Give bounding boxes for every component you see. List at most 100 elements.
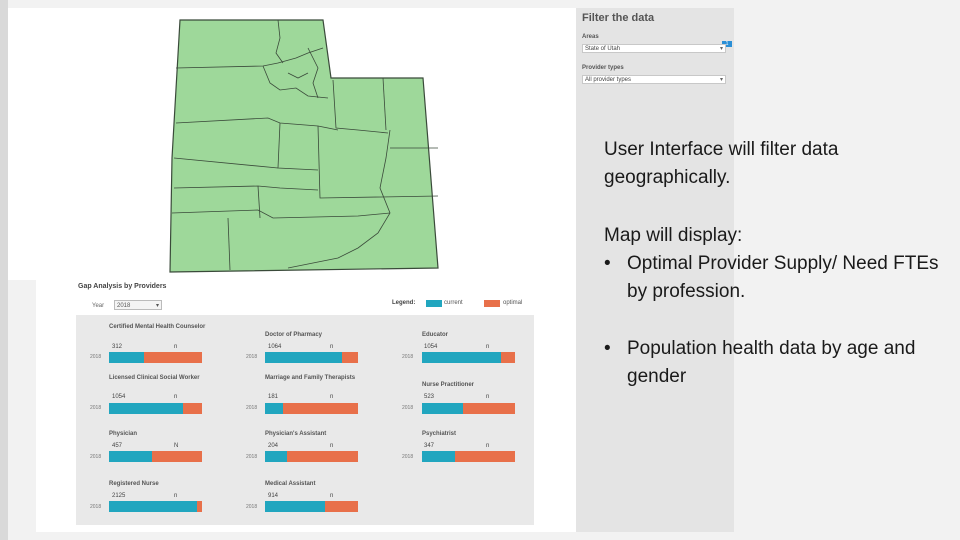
gap-bar-current xyxy=(265,451,288,462)
areas-count-badge: 1 xyxy=(722,41,732,47)
card-value: 457 xyxy=(112,443,123,449)
card-value: 1054 xyxy=(424,344,438,350)
gap-bar-current xyxy=(422,352,502,363)
card-n: n xyxy=(174,344,178,350)
gap-bar xyxy=(109,451,202,462)
map-display-heading: Map will display: xyxy=(604,225,743,246)
state-outline xyxy=(169,19,439,273)
card-n: n xyxy=(486,344,490,350)
filter-panel: Filter the data Areas 1 State of Utah ▾ … xyxy=(576,8,734,532)
card-year: 2018 xyxy=(90,405,102,411)
year-label: Year xyxy=(92,303,105,309)
card-title: Licensed Clinical Social Worker xyxy=(109,375,200,381)
card-title: Registered Nurse xyxy=(109,481,159,487)
card-year: 2018 xyxy=(246,454,258,460)
gap-bar-current xyxy=(422,451,455,462)
card-year: 2018 xyxy=(90,454,102,460)
card-value: 1054 xyxy=(112,394,126,400)
card-value: 204 xyxy=(268,443,279,449)
card-value: 523 xyxy=(424,394,435,400)
filter-description: User Interface will filter data geograph… xyxy=(604,139,839,188)
gap-analysis-title: Gap Analysis by Providers xyxy=(78,283,167,290)
gap-bar xyxy=(109,501,202,512)
legend-swatch-optimal xyxy=(484,300,500,307)
bullet-item: • Population health data by age and gend… xyxy=(604,335,944,391)
provider-types-label: Provider types xyxy=(582,65,624,71)
provider-cards-grid: Certified Mental Health Counselor 312 n … xyxy=(76,315,534,525)
areas-select-value: State of Utah xyxy=(585,46,621,52)
chevron-down-icon: ▾ xyxy=(719,46,723,52)
slide-border xyxy=(0,0,8,540)
card-year: 2018 xyxy=(90,504,102,510)
year-select-value: 2018 xyxy=(117,303,131,309)
areas-label: Areas xyxy=(582,34,599,40)
card-title: Educator xyxy=(422,332,449,338)
gap-bar-current xyxy=(265,403,283,414)
card-n: n xyxy=(486,394,490,400)
card-year: 2018 xyxy=(246,354,258,360)
bullet-icon: • xyxy=(604,253,611,274)
bullet-text: Optimal Provider Supply/ Need FTEs by pr… xyxy=(627,253,939,302)
card-value: 1064 xyxy=(268,344,282,350)
gap-bar xyxy=(422,403,515,414)
bullet-icon: • xyxy=(604,338,611,359)
slide-text: User Interface will filter data geograph… xyxy=(604,136,944,391)
card-n: n xyxy=(174,493,178,499)
filter-title: Filter the data xyxy=(582,12,655,24)
card-n: n xyxy=(486,443,490,449)
bullet-item: • Optimal Provider Supply/ Need FTEs by … xyxy=(604,250,944,306)
gap-bar-current xyxy=(109,451,152,462)
provider-types-select-value: All provider types xyxy=(585,77,632,83)
legend-text-current: current xyxy=(444,300,463,306)
gap-analysis-panel: Gap Analysis by Providers Year 2018 ▾ Le… xyxy=(36,280,576,532)
gap-bar-current xyxy=(109,403,184,414)
gap-bar xyxy=(422,352,515,363)
provider-types-select[interactable]: All provider types ▾ xyxy=(582,75,726,84)
gap-bar xyxy=(422,451,515,462)
year-select[interactable]: 2018 ▾ xyxy=(114,300,162,310)
card-value: 347 xyxy=(424,443,435,449)
chevron-down-icon: ▾ xyxy=(719,77,723,83)
card-title: Doctor of Pharmacy xyxy=(265,332,323,338)
gap-bar-current xyxy=(109,352,145,363)
gap-bar xyxy=(265,403,358,414)
card-n: n xyxy=(330,443,334,449)
card-n: n xyxy=(174,394,178,400)
gap-bar-current xyxy=(265,352,343,363)
gap-bar xyxy=(109,403,202,414)
card-title: Physician's Assistant xyxy=(265,431,327,437)
areas-select[interactable]: State of Utah ▾ xyxy=(582,44,726,53)
card-year: 2018 xyxy=(246,504,258,510)
card-title: Marriage and Family Therapists xyxy=(265,375,356,381)
gap-bar xyxy=(109,352,202,363)
card-year: 2018 xyxy=(402,454,414,460)
utah-county-map[interactable] xyxy=(168,18,448,276)
gap-bar-current xyxy=(265,501,326,512)
card-year: 2018 xyxy=(402,354,414,360)
card-n: n xyxy=(330,493,334,499)
card-year: 2018 xyxy=(90,354,102,360)
card-value: 914 xyxy=(268,493,279,499)
card-n: N xyxy=(174,443,179,449)
gap-bar-current xyxy=(422,403,463,414)
legend-swatch-current xyxy=(426,300,442,307)
card-title: Nurse Practitioner xyxy=(422,382,475,388)
gap-bar xyxy=(265,451,358,462)
legend-text-optimal: optimal xyxy=(503,300,523,306)
card-value: 2125 xyxy=(112,493,126,499)
card-value: 181 xyxy=(268,394,279,400)
bullet-text: Population health data by age and gender xyxy=(627,338,916,387)
card-title: Psychiatrist xyxy=(422,431,457,437)
gap-bar xyxy=(265,501,358,512)
card-n: n xyxy=(330,344,334,350)
card-year: 2018 xyxy=(402,405,414,411)
map-panel xyxy=(8,8,576,280)
card-year: 2018 xyxy=(246,405,258,411)
gap-bar-current xyxy=(109,501,198,512)
card-title: Medical Assistant xyxy=(265,481,316,487)
card-title: Physician xyxy=(109,431,138,437)
card-value: 312 xyxy=(112,344,123,350)
legend-label: Legend: xyxy=(392,300,416,306)
county-boundaries xyxy=(171,19,439,271)
